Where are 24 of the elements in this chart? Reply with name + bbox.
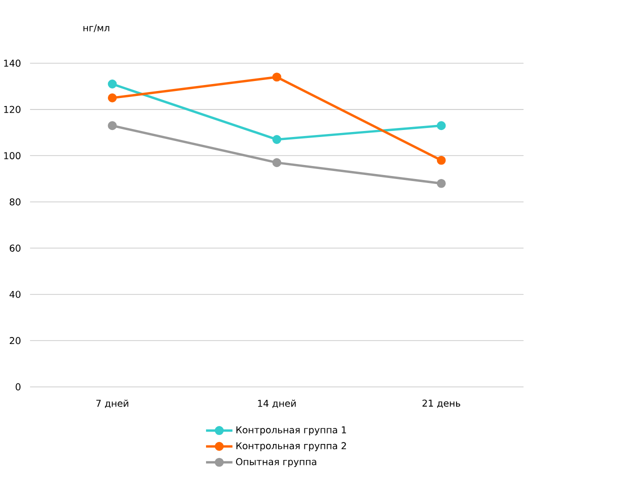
point (108, 93, 117, 102)
point (108, 80, 117, 88)
point (272, 158, 282, 168)
legend-label: Опытная группа (236, 458, 316, 468)
y-tick-label: 20 (10, 337, 20, 344)
point (436, 156, 446, 165)
x-tick-label: 14 дней (258, 400, 296, 408)
y-tick-label: 40 (10, 290, 20, 298)
point (436, 121, 446, 130)
y-tick-label: 80 (10, 198, 20, 206)
y-tick-label: 0 (16, 383, 20, 390)
point (272, 134, 282, 144)
y-tick-label: 60 (10, 244, 20, 252)
y-axis-title: нг/мл (83, 24, 110, 32)
y-tick-label: 100 (4, 152, 20, 160)
y-tick-label: 120 (4, 106, 20, 113)
legend-label: Контрольная группа 1 (236, 426, 346, 436)
y-tick-label: 140 (4, 60, 20, 67)
point (272, 72, 282, 82)
x-tick-label: 21 день (422, 400, 460, 408)
x-tick-label: 7 дней (96, 400, 128, 408)
point (436, 178, 446, 188)
point (108, 121, 117, 130)
legend-label: Контрольная группа 2 (236, 442, 346, 452)
